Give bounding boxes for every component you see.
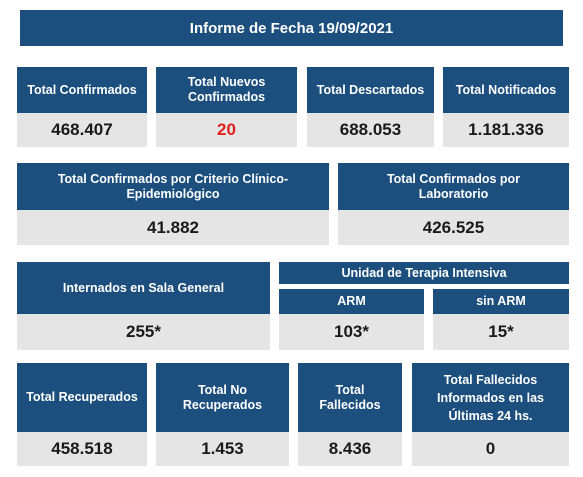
card-value: 688.053	[307, 113, 434, 147]
card-label: Total Descartados	[307, 67, 434, 113]
card-label: Total Fallecidos	[298, 363, 402, 432]
card-label: Total Fallecidos Informados en las Últim…	[412, 363, 569, 432]
title: Informe de Fecha 19/09/2021	[20, 10, 563, 46]
card-value: 15*	[433, 314, 569, 350]
card-value: 255*	[17, 314, 270, 350]
card-value: 20	[156, 113, 297, 147]
card-label: Total Confirmados por Laboratorio	[338, 163, 569, 210]
card-label: Total Notificados	[443, 67, 569, 113]
card-label: Internados en Sala General	[17, 262, 270, 314]
card-label: Total Nuevos Confirmados	[156, 67, 297, 113]
card-value: 103*	[279, 314, 424, 350]
card-label: Total Recuperados	[17, 363, 147, 432]
group-label: Unidad de Terapia Intensiva	[279, 262, 569, 284]
card-value: 468.407	[17, 113, 147, 147]
card-value: 458.518	[17, 432, 147, 466]
card-label: Total Confirmados	[17, 67, 147, 113]
card-label: Total Confirmados por Criterio Clínico-E…	[17, 163, 329, 210]
card-label: ARM	[279, 289, 424, 314]
card-value: 1.453	[156, 432, 289, 466]
card-value: 41.882	[17, 210, 329, 245]
card-value: 1.181.336	[443, 113, 569, 147]
card-value: 0	[412, 432, 569, 466]
card-value: 8.436	[298, 432, 402, 466]
card-value: 426.525	[338, 210, 569, 245]
card-label: sin ARM	[433, 289, 569, 314]
card-label: Total No Recuperados	[156, 363, 289, 432]
